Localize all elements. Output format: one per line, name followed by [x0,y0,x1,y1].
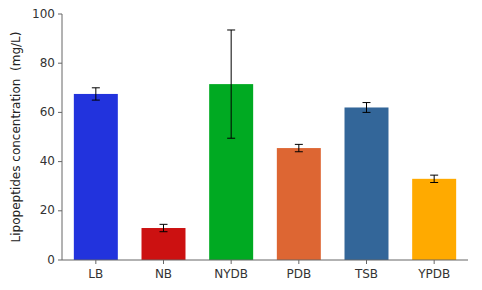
y-tick-label: 60 [40,105,55,119]
y-tick [58,112,62,113]
y-tick [58,210,62,211]
bar [345,107,389,260]
y-axis-line [62,14,63,260]
x-tick-label: LB [88,267,103,281]
error-bar [92,88,100,100]
axes: 0 20 40 60 80 100 LB NB NYDB PDB TSB YPDB [32,7,468,282]
x-tick [163,260,164,264]
error-bar [430,175,438,182]
x-tick [231,260,232,264]
y-tick-label: 40 [40,154,55,168]
bar [277,148,321,260]
y-tick-label: 0 [47,253,55,267]
bar [412,179,456,260]
y-tick-label: 20 [40,203,55,217]
bar [142,228,186,260]
x-tick-label: YPDB [417,267,450,281]
x-tick [366,260,367,264]
y-tick-label: 80 [40,56,55,70]
x-axis-line [62,260,468,261]
error-bar [295,144,303,151]
y-tick [58,260,62,261]
x-tick-label: NYDB [214,267,248,281]
y-tick [58,161,62,162]
error-bar [227,30,235,138]
y-tick [58,63,62,64]
error-bar [363,103,371,113]
chart-svg: 0 20 40 60 80 100 LB NB NYDB PDB TSB YPDB Lipopeptid… [0,0,482,290]
bar [74,94,118,260]
x-tick-label: TSB [354,267,378,281]
y-axis-label: Lipopeptides concentration (mg/L) [9,32,23,243]
x-tick [298,260,299,264]
plot-area [74,30,456,260]
y-tick-label: 100 [32,7,55,21]
x-tick [95,260,96,264]
x-tick-label: NB [155,267,172,281]
x-tick-label: PDB [286,267,311,281]
x-tick [434,260,435,264]
error-bar [160,224,168,231]
chart-container: 0 20 40 60 80 100 LB NB NYDB PDB TSB YPDB Lipopeptid… [0,0,482,290]
y-tick [58,14,62,15]
